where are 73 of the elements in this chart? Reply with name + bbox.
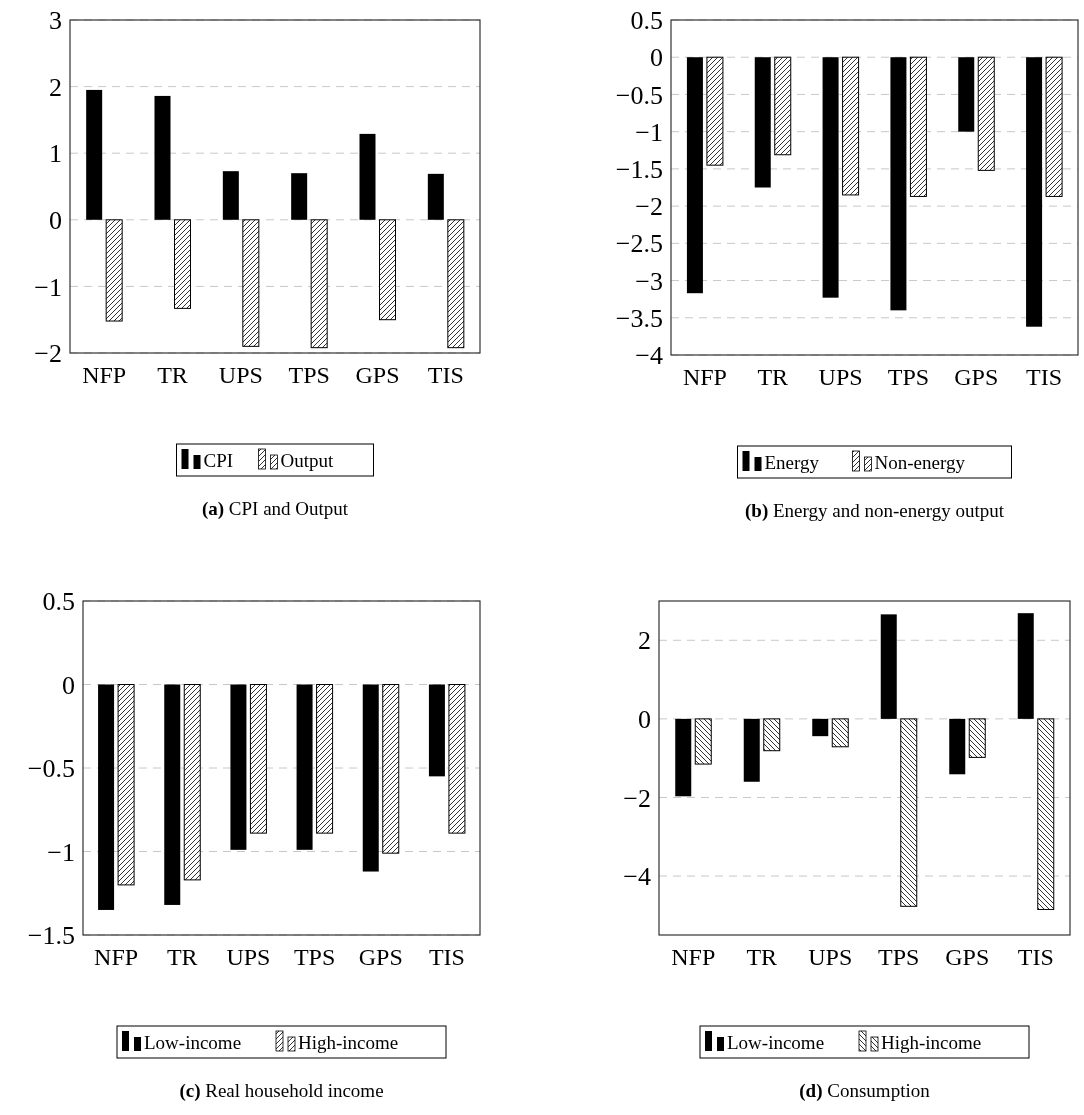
text: (d) Consumption [799, 1080, 931, 1102]
y-tick-label: −3 [635, 266, 663, 296]
x-tick-label: UPS [818, 364, 863, 390]
legend-label: CPI [203, 449, 234, 471]
y-tick-label: −2 [34, 339, 62, 369]
legend-label: High-income [881, 1031, 982, 1053]
text: (c) Real household income [179, 1080, 384, 1102]
x-tick-label: TIS [427, 362, 464, 388]
y-tick-label: 0 [638, 704, 651, 734]
y-tick-label: 3 [49, 6, 62, 36]
bar [222, 171, 239, 220]
y-tick-label: 2 [49, 72, 62, 102]
legend-label: Output [280, 449, 334, 471]
y-tick-label: −2 [635, 192, 663, 222]
x-tick-label: TIS [1026, 364, 1063, 390]
y-tick-label: −1 [635, 117, 663, 147]
x-tick-label: NFP [82, 362, 127, 388]
legend-label: High-income [298, 1031, 399, 1053]
x-tick-label: TR [746, 944, 778, 970]
x-tick-label: UPS [218, 362, 263, 388]
x-tick-label: NFP [682, 364, 727, 390]
bar [359, 133, 376, 220]
legend-label: Low-income [144, 1031, 242, 1053]
bar [154, 95, 171, 220]
y-tick-label: −1.5 [27, 921, 75, 951]
bar [675, 718, 692, 797]
x-tick-label: GPS [358, 944, 403, 970]
y-tick-label: 0 [650, 43, 663, 73]
bar [880, 614, 897, 719]
y-tick-label: −2.5 [615, 229, 663, 259]
y-tick-label: −2 [623, 783, 651, 813]
bar [949, 718, 966, 775]
y-tick-label: −4 [635, 341, 663, 371]
y-tick-label: −0.5 [615, 80, 663, 110]
y-tick-label: −1 [34, 272, 62, 302]
x-tick-label: TR [757, 364, 789, 390]
x-tick-label: UPS [226, 944, 271, 970]
bar [86, 89, 103, 220]
y-tick-label: 1 [49, 139, 62, 169]
y-tick-label: 2 [638, 626, 651, 656]
y-tick-label: 0.5 [42, 587, 75, 617]
x-tick-label: TR [157, 362, 188, 388]
bar [291, 173, 308, 220]
x-tick-label: TR [166, 944, 198, 970]
x-tick-label: TPS [887, 364, 930, 390]
legend-label: Energy [764, 451, 820, 473]
text: (b) Energy and non-energy output [745, 500, 1005, 522]
x-tick-label: TPS [288, 362, 330, 388]
y-tick-label: −1.5 [615, 154, 663, 184]
legend-label: Low-income [727, 1031, 825, 1053]
bar [1017, 613, 1034, 719]
x-tick-label: GPS [355, 362, 400, 388]
y-tick-label: −1 [47, 837, 75, 867]
x-tick-label: TIS [1017, 944, 1054, 970]
y-tick-label: 0.5 [630, 6, 663, 36]
y-tick-label: 0 [62, 670, 75, 700]
bar [743, 718, 760, 782]
x-tick-label: UPS [808, 944, 853, 970]
x-tick-label: TPS [293, 944, 336, 970]
bar [427, 173, 444, 220]
text: (a) CPI and Output [201, 498, 349, 520]
x-tick-label: GPS [945, 944, 990, 970]
x-tick-label: NFP [94, 944, 139, 970]
y-tick-label: −4 [623, 862, 651, 892]
y-tick-label: 0 [49, 205, 62, 235]
y-tick-label: −0.5 [27, 754, 75, 784]
legend-label: Non-energy [874, 451, 966, 473]
x-tick-label: TPS [878, 944, 920, 970]
x-tick-label: NFP [671, 944, 716, 970]
x-tick-label: TIS [428, 944, 465, 970]
x-tick-label: GPS [954, 364, 999, 390]
y-tick-label: −3.5 [615, 303, 663, 333]
bar [812, 718, 829, 737]
